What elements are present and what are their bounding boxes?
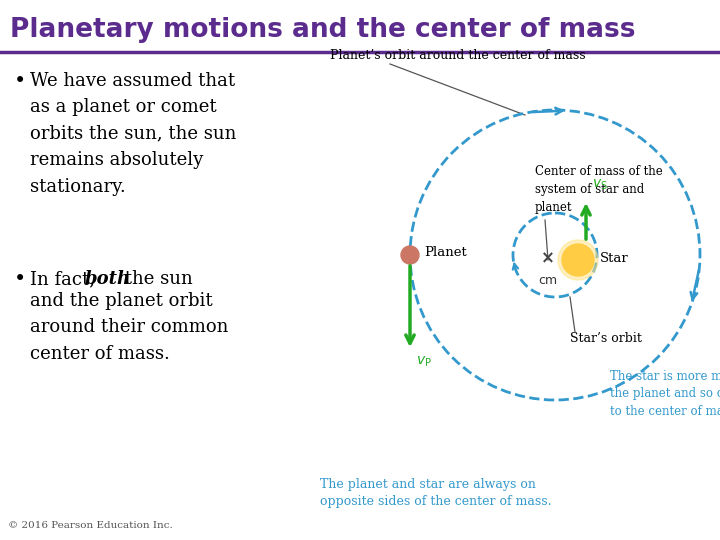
Text: $v_{\mathrm{S}}$: $v_{\mathrm{S}}$	[592, 178, 608, 192]
Text: Star’s orbit: Star’s orbit	[570, 332, 642, 345]
Text: cm: cm	[539, 274, 557, 287]
Circle shape	[401, 246, 419, 264]
Text: The planet and star are always on
opposite sides of the center of mass.: The planet and star are always on opposi…	[320, 478, 552, 509]
Text: The star is more massive than
the planet and so orbits closer
to the center of m: The star is more massive than the planet…	[610, 370, 720, 418]
Text: Planetary motions and the center of mass: Planetary motions and the center of mass	[10, 17, 636, 43]
Circle shape	[558, 240, 598, 280]
Text: Planet’s orbit around the center of mass: Planet’s orbit around the center of mass	[330, 49, 585, 62]
Text: both: both	[85, 270, 131, 288]
Circle shape	[562, 244, 594, 276]
Text: and the planet orbit
around their common
center of mass.: and the planet orbit around their common…	[30, 292, 228, 363]
Text: ×: ×	[541, 249, 555, 267]
Text: In fact,: In fact,	[30, 270, 101, 288]
Text: Planet: Planet	[424, 246, 467, 260]
Text: Center of mass of the
system of star and
planet: Center of mass of the system of star and…	[535, 165, 662, 214]
Text: $v_{\mathrm{P}}$: $v_{\mathrm{P}}$	[416, 355, 432, 369]
Text: •: •	[14, 270, 26, 289]
Text: Star: Star	[600, 252, 629, 265]
Text: © 2016 Pearson Education Inc.: © 2016 Pearson Education Inc.	[8, 521, 173, 530]
Text: We have assumed that
as a planet or comet
orbits the sun, the sun
remains absolu: We have assumed that as a planet or come…	[30, 72, 236, 195]
Text: the sun: the sun	[119, 270, 193, 288]
Text: •: •	[14, 72, 26, 91]
